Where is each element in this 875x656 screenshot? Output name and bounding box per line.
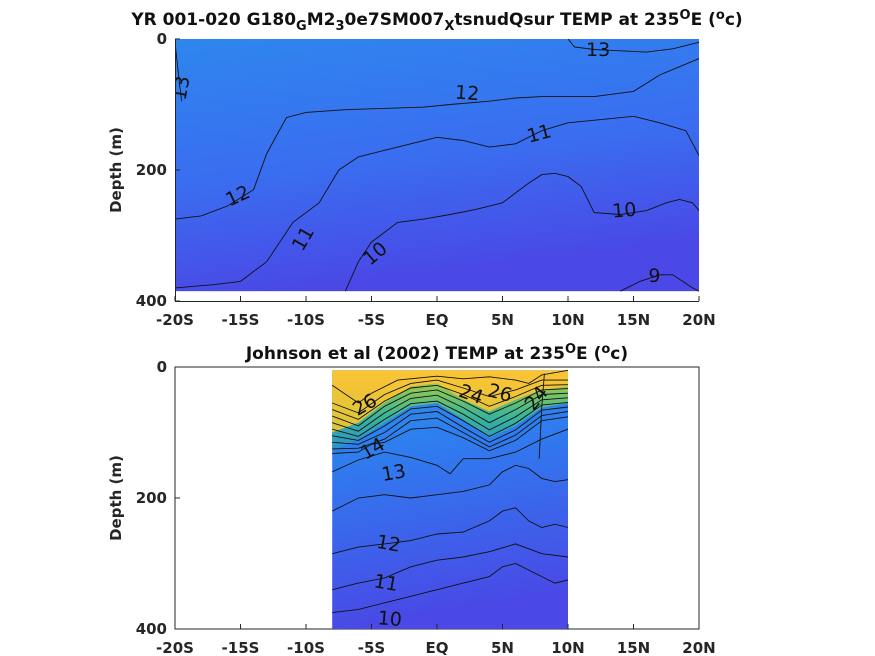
- title-part: O: [565, 342, 576, 357]
- contour-label: 13: [169, 74, 195, 102]
- bottom-panel-title: Johnson et al (2002) TEMP at 235OE (oc): [245, 342, 628, 364]
- contour-line: [331, 369, 569, 404]
- title-part: o: [601, 342, 610, 357]
- data-field: [175, 39, 699, 292]
- title-part: 3: [335, 19, 344, 34]
- contour-line: [332, 388, 569, 427]
- x-tick-label: 10N: [551, 639, 584, 656]
- title-part: YR 001-020 G180: [130, 10, 296, 30]
- bottom-panel-ylabel: Depth (m): [107, 455, 125, 541]
- title-part: c): [610, 344, 628, 364]
- x-tick-label: 10N: [551, 311, 584, 329]
- y-tick-label: 0: [157, 358, 167, 376]
- y-tick-label: 400: [136, 620, 167, 638]
- contour-line: [332, 379, 568, 414]
- contour-line: [332, 392, 569, 432]
- x-tick-label: -20S: [156, 639, 194, 656]
- x-tick-label: -10S: [287, 311, 325, 329]
- contour-line: [332, 543, 569, 591]
- top-panel-ylabel: Depth (m): [107, 127, 125, 213]
- contour-line: [344, 172, 699, 292]
- title-part: 0e7SM007: [345, 10, 445, 30]
- y-tick-label: 200: [136, 161, 167, 179]
- title-part: G: [296, 19, 307, 34]
- contour-line: [620, 274, 699, 292]
- top-panel-title: YR 001-020 G180GM230e7SM007XtsnudQsur TE…: [130, 8, 742, 34]
- contour-line: [175, 58, 699, 220]
- contour-line: [332, 411, 569, 450]
- contour-line: [332, 507, 569, 555]
- contour-label: 10: [377, 607, 403, 631]
- contour-label: 13: [380, 460, 408, 486]
- thermocline-band: [332, 383, 568, 451]
- contour-line: [332, 563, 569, 614]
- x-tick-label: EQ: [426, 639, 449, 656]
- contour-line: [332, 397, 569, 437]
- title-part: X: [444, 19, 454, 34]
- contour-line: [567, 39, 699, 53]
- title-part: o: [716, 8, 725, 23]
- contour-line: [332, 406, 569, 445]
- title-part: tsnudQsur TEMP at 235: [454, 10, 679, 30]
- y-tick-label: 400: [136, 292, 167, 310]
- x-tick-label: 5N: [491, 639, 514, 656]
- x-tick-label: 20N: [682, 311, 715, 329]
- title-part: c): [725, 10, 743, 30]
- contour-line: [175, 115, 699, 289]
- x-tick-label: -20S: [156, 311, 194, 329]
- bottom-panel: Johnson et al (2002) TEMP at 235OE (oc) …: [107, 342, 716, 656]
- contour-label: 13: [586, 39, 610, 61]
- contour-label: 11: [372, 570, 400, 596]
- x-tick-label: -5S: [358, 311, 385, 329]
- x-tick-label: 5N: [491, 311, 514, 329]
- contour-label: 12: [454, 82, 480, 106]
- title-part: M2: [307, 10, 336, 30]
- contour-label: 10: [611, 199, 637, 223]
- title-part: E (: [691, 10, 716, 30]
- x-tick-label: -5S: [358, 639, 385, 656]
- contour-line: [332, 401, 569, 441]
- x-tick-label: EQ: [426, 311, 449, 329]
- contour-line: [332, 416, 569, 454]
- warm-surface-layer: [332, 370, 568, 433]
- contour-label: 12: [375, 531, 403, 557]
- title-part: E (: [576, 344, 601, 364]
- contour-line: [332, 428, 569, 475]
- x-tick-label: -15S: [222, 639, 260, 656]
- y-tick-label: 0: [157, 30, 167, 48]
- title-part: Johnson et al (2002) TEMP at 235: [245, 344, 565, 364]
- contour-line: [175, 42, 183, 102]
- contour-line: [332, 384, 569, 420]
- contour-line: [538, 373, 545, 459]
- y-tick-label: 200: [136, 489, 167, 507]
- x-tick-label: 15N: [617, 311, 650, 329]
- top-panel: YR 001-020 G180GM230e7SM007XtsnudQsur TE…: [107, 8, 743, 329]
- x-tick-label: 20N: [682, 639, 715, 656]
- x-tick-label: -10S: [287, 639, 325, 656]
- contour-label: 9: [648, 265, 660, 287]
- contour-line: [331, 464, 569, 512]
- x-tick-label: 15N: [617, 639, 650, 656]
- x-tick-label: -15S: [222, 311, 260, 329]
- title-part: O: [680, 8, 691, 23]
